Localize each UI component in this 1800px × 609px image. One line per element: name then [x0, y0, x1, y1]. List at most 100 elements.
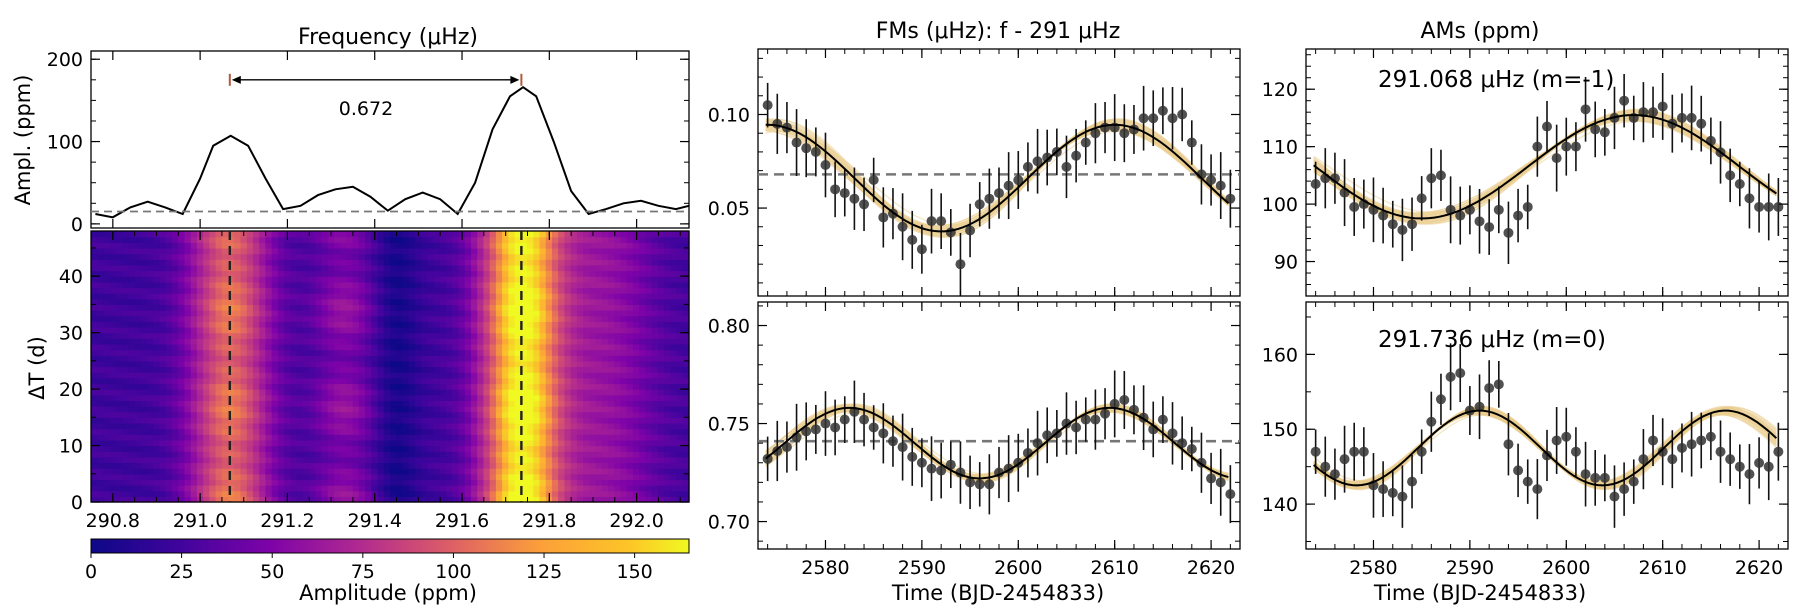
- heatmap-cell: [221, 349, 229, 356]
- heatmap-cell: [527, 473, 534, 481]
- heatmap-cell: [682, 389, 690, 396]
- heatmap-cell: [377, 343, 385, 351]
- heatmap-cell: [502, 293, 509, 300]
- heatmap-cell: [309, 298, 316, 305]
- heatmap-cell: [539, 247, 547, 255]
- heatmap-cell: [539, 276, 547, 283]
- heatmap-cell: [115, 231, 123, 238]
- heatmap-cell: [252, 462, 260, 469]
- heatmap-cell: [589, 445, 597, 452]
- heatmap-cell: [97, 496, 105, 503]
- heatmap-cell: [352, 247, 360, 255]
- heatmap-cell: [365, 332, 372, 339]
- heatmap-cell: [240, 445, 248, 452]
- heatmap-cell: [228, 338, 235, 345]
- heatmap-cell: [558, 253, 566, 260]
- heatmap-cell: [595, 406, 603, 413]
- heatmap-cell: [377, 389, 385, 396]
- heatmap-cell: [196, 304, 204, 311]
- heatmap-cell: [583, 394, 590, 401]
- heatmap-cell: [178, 473, 186, 481]
- heatmap-cell: [502, 394, 509, 401]
- heatmap-cell: [651, 462, 659, 469]
- heatmap-cell: [165, 428, 173, 435]
- heatmap-cell: [589, 293, 597, 300]
- heatmap-cell: [178, 411, 186, 418]
- heatmap-cell: [551, 496, 559, 503]
- heatmap-cell: [234, 400, 242, 407]
- heatmap-cell: [608, 372, 615, 379]
- heatmap-cell: [128, 287, 136, 294]
- heatmap-cell: [508, 310, 516, 317]
- heatmap-cell: [558, 485, 566, 492]
- heatmap-cell: [502, 456, 509, 464]
- heatmap-cell: [595, 242, 603, 249]
- heatmap-cell: [427, 310, 435, 317]
- heatmap-cell: [340, 253, 347, 260]
- heatmap-cell: [576, 287, 584, 294]
- heatmap-cell: [570, 315, 578, 322]
- heatmap-cell: [377, 473, 385, 481]
- heatmap-cell: [483, 332, 491, 339]
- heatmap-cell: [271, 281, 279, 289]
- heatmap-cell: [159, 490, 167, 497]
- heatmap-cell: [284, 383, 291, 390]
- heatmap-cell: [520, 434, 528, 441]
- heatmap-cell: [477, 496, 485, 503]
- heatmap-cell: [639, 462, 646, 469]
- heatmap-cell: [477, 394, 485, 401]
- heatmap-cell: [583, 377, 590, 385]
- heatmap-cell: [446, 383, 453, 390]
- heatmap-xtick-label: 291.4: [348, 510, 402, 532]
- heatmap-cell: [446, 253, 453, 260]
- heatmap-cell: [608, 236, 615, 243]
- heatmap-cell: [645, 270, 653, 277]
- heatmap-cell: [171, 372, 179, 379]
- heatmap-cell: [203, 462, 210, 469]
- heatmap-cell: [427, 242, 435, 249]
- heatmap-cell: [452, 338, 460, 345]
- heatmap-cell: [433, 445, 441, 452]
- heatmap-cell: [178, 315, 186, 322]
- heatmap-cell: [502, 406, 509, 413]
- heatmap-cell: [240, 366, 248, 373]
- heatmap-cell: [122, 496, 129, 503]
- heatmap-cell: [115, 236, 123, 243]
- heatmap-cell: [340, 473, 347, 481]
- heatmap-cell: [396, 287, 404, 294]
- heatmap-cell: [228, 315, 235, 322]
- heatmap-cell: [358, 366, 366, 373]
- heatmap-cell: [240, 326, 248, 334]
- heatmap-cell: [539, 428, 547, 435]
- heatmap-cell: [651, 287, 659, 294]
- heatmap-cell: [134, 394, 142, 401]
- heatmap-cell: [470, 479, 478, 486]
- heatmap-cell: [340, 456, 347, 464]
- heatmap-cell: [452, 451, 460, 458]
- heatmap-cell: [514, 485, 522, 492]
- heatmap-cell: [327, 434, 335, 441]
- heatmap-cell: [414, 389, 422, 396]
- heatmap-cell: [153, 293, 161, 300]
- heatmap-cell: [296, 287, 304, 294]
- heatmap-cell: [439, 445, 447, 452]
- heatmap-cell: [234, 462, 242, 469]
- heatmap-cell: [483, 298, 491, 305]
- heatmap-cell: [383, 400, 391, 407]
- heatmap-cell: [346, 304, 354, 311]
- heatmap-cell: [570, 389, 578, 396]
- heatmap-cell: [595, 253, 603, 260]
- heatmap-cell: [427, 406, 435, 413]
- heatmap-cell: [539, 349, 547, 356]
- heatmap-cell: [477, 349, 485, 356]
- heatmap-cell: [396, 281, 404, 289]
- heatmap-cell: [259, 417, 267, 424]
- heatmap-cell: [302, 326, 310, 334]
- heatmap-cell: [483, 377, 491, 385]
- heatmap-cell: [296, 406, 304, 413]
- heatmap-cell: [228, 310, 235, 317]
- heatmap-cell: [408, 383, 416, 390]
- heatmap-cell: [421, 445, 428, 452]
- heatmap-cell: [165, 422, 173, 430]
- heatmap-cell: [626, 389, 634, 396]
